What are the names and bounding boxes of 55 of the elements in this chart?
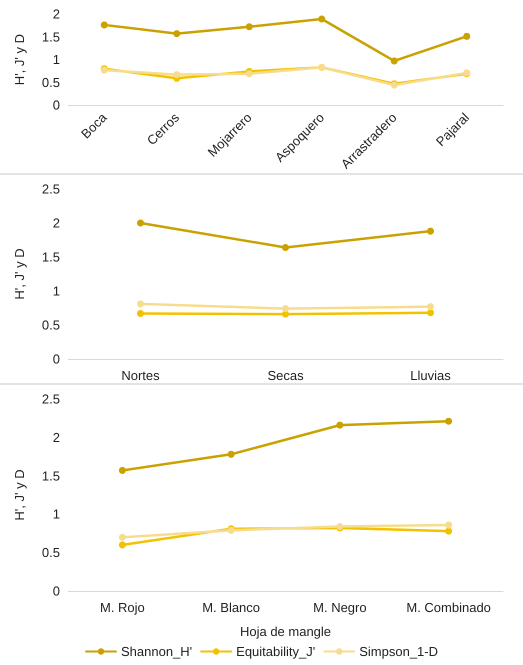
point (246, 70, 253, 78)
point (118, 466, 126, 474)
legend-label: Equitability_J' (236, 644, 316, 659)
y-tick-label: 0 (52, 352, 60, 366)
point (445, 418, 452, 425)
x-tick-label: Lluvias (410, 368, 452, 383)
y-tick-label: 1 (52, 284, 60, 298)
point (173, 30, 180, 38)
x-tick-label: Nortes (121, 368, 160, 383)
point (228, 450, 235, 458)
point (173, 71, 180, 78)
legend-label: Shannon_H' (121, 644, 192, 659)
point (427, 303, 434, 310)
y-tick-label: 1.5 (42, 250, 60, 264)
point (137, 220, 144, 226)
y-tick-label: 1 (52, 52, 60, 68)
y-tick-label: 2.5 (42, 392, 60, 406)
y-tick-label: 2 (52, 216, 60, 230)
x-tick-label: M. Negro (313, 600, 367, 615)
x-axis-title: Hoja de mangle (240, 624, 332, 639)
y-axis-title: H', J' y D (12, 248, 27, 300)
y-tick-label: 1 (52, 506, 60, 522)
point (282, 244, 289, 251)
x-tick-label: Secas (267, 368, 304, 383)
point (137, 300, 144, 308)
y-tick-label: 0.5 (42, 545, 60, 560)
x-tick-label: M. Blanco (202, 600, 260, 615)
y-tick-label: 2 (52, 430, 60, 445)
point (445, 521, 452, 528)
y-tick-label: 0.5 (42, 74, 60, 90)
y-tick-label: 2 (52, 6, 60, 22)
y-tick-label: 2.5 (42, 182, 60, 196)
point (427, 228, 434, 235)
y-axis-title: H', J' y D (12, 469, 27, 521)
point (137, 310, 144, 317)
y-tick-label: 1.5 (42, 468, 60, 484)
point (427, 309, 434, 316)
y-tick-label: 1.5 (42, 29, 60, 44)
y-axis-title: H', J' y D (12, 34, 27, 86)
y-tick-label: 0.5 (42, 318, 60, 332)
y-tick-label: 0 (52, 584, 60, 598)
point (246, 23, 253, 30)
point (390, 57, 398, 64)
point (336, 422, 344, 429)
point (282, 305, 289, 312)
point (318, 16, 326, 23)
x-tick-label: M. Rojo (100, 600, 145, 615)
y-tick-label: 0 (52, 98, 60, 113)
point (100, 21, 108, 28)
point (445, 528, 452, 535)
point (118, 534, 126, 541)
point (118, 541, 126, 548)
legend-label: Simpson_1-D (359, 644, 438, 659)
x-tick-label: M. Combinado (406, 600, 491, 615)
point (463, 32, 470, 40)
